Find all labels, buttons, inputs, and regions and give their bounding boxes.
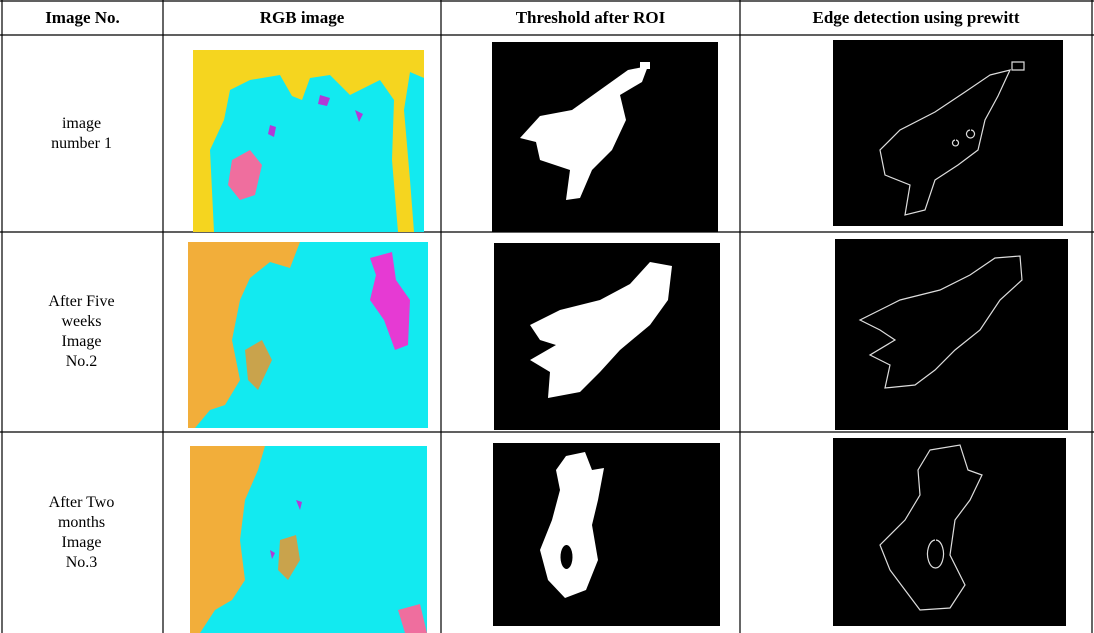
edge-image-1 — [833, 40, 1063, 226]
row-label: After Two months Image No.3 — [48, 493, 115, 571]
edge-image-2 — [835, 239, 1068, 430]
row-label: image number 1 — [51, 114, 112, 152]
row-label-cell: After Five weeks Image No.2 — [0, 232, 163, 432]
header-cell: Edge detection using prewitt — [812, 7, 1020, 27]
threshold-image-3 — [493, 443, 720, 626]
threshold-image-2 — [494, 243, 720, 430]
edge-image-3 — [833, 438, 1066, 626]
row-label-cell: image number 1 — [0, 35, 163, 232]
rgb-image-2 — [188, 242, 428, 428]
row-label-cell: After Two months Image No.3 — [0, 432, 163, 633]
header-cell: Threshold after ROI — [515, 7, 666, 27]
row-label: After Five weeks Image No.2 — [48, 293, 115, 370]
threshold-image-1 — [492, 42, 718, 232]
header-cell: Image No. — [45, 7, 120, 27]
rgb-image-3 — [190, 446, 427, 633]
rgb-image-1 — [193, 50, 424, 232]
header-cell: RGB image — [259, 7, 345, 27]
